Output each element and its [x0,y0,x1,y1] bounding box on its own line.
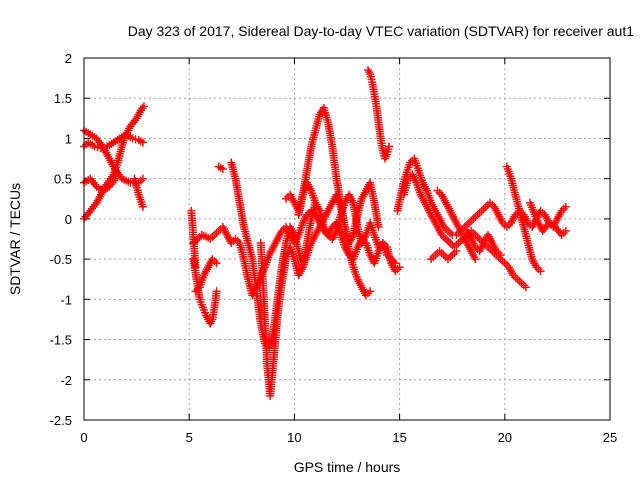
data-point [218,165,227,174]
data-point [212,259,221,268]
data-point [536,267,545,276]
data-point [452,247,461,256]
series-s4 [80,174,120,195]
y-tick-label: 2 [65,51,72,66]
y-axis-label: SDTVAR / TECUs [7,183,23,295]
series-s8 [191,255,221,296]
y-tick-label: -0.5 [50,252,72,267]
data-point [191,263,200,272]
data-point [212,287,221,296]
series-s19 [502,162,545,276]
x-tick-label: 15 [392,430,406,445]
data-point [139,102,148,111]
data-point [521,283,530,292]
y-tick-label: 0 [65,212,72,227]
y-tick-label: -2.5 [50,413,72,428]
x-tick-label: 25 [603,430,617,445]
data-point [561,202,570,211]
data-point [374,222,383,231]
data-point [561,226,570,235]
y-tick-label: -1 [60,292,72,307]
data-point [138,138,147,147]
chart-title: Day 323 of 2017, Sidereal Day-to-day VTE… [128,23,635,39]
series-s20 [462,226,505,260]
series-s14 [281,178,324,215]
y-tick-label: 1 [65,131,72,146]
tick-layer: 0 5 10 15 20 25 -2.5 -2 -1.5 -1 -0.5 0 0.5 1 1.5 2 [50,51,618,445]
y-tick-label: 1.5 [54,91,72,106]
data-point [385,142,394,151]
series-s10 [214,162,227,174]
y-tick-label: -1.5 [50,333,72,348]
y-tick-label: -2 [60,373,72,388]
data-point [111,174,120,183]
data-point [138,174,147,183]
x-tick-label: 20 [498,430,512,445]
series-s13 [294,103,375,300]
data-point [395,263,404,272]
grid-layer [84,58,610,420]
x-axis-label: GPS time / hours [294,459,401,475]
x-tick-label: 5 [186,430,193,445]
series-s18 [433,186,480,264]
data-point [138,202,147,211]
series-s9 [187,206,200,272]
series-s22 [526,198,570,239]
x-tick-label: 0 [80,430,87,445]
y-tick-label: 0.5 [54,172,72,187]
data-point [315,206,324,215]
data-point [496,251,505,260]
data-point [471,255,480,264]
series-s21 [427,247,461,264]
series-s15 [364,66,394,163]
data-point [391,259,400,268]
x-tick-label: 10 [287,430,301,445]
data-point [366,287,375,296]
series-s5 [130,174,147,211]
plot-frame [83,57,611,421]
